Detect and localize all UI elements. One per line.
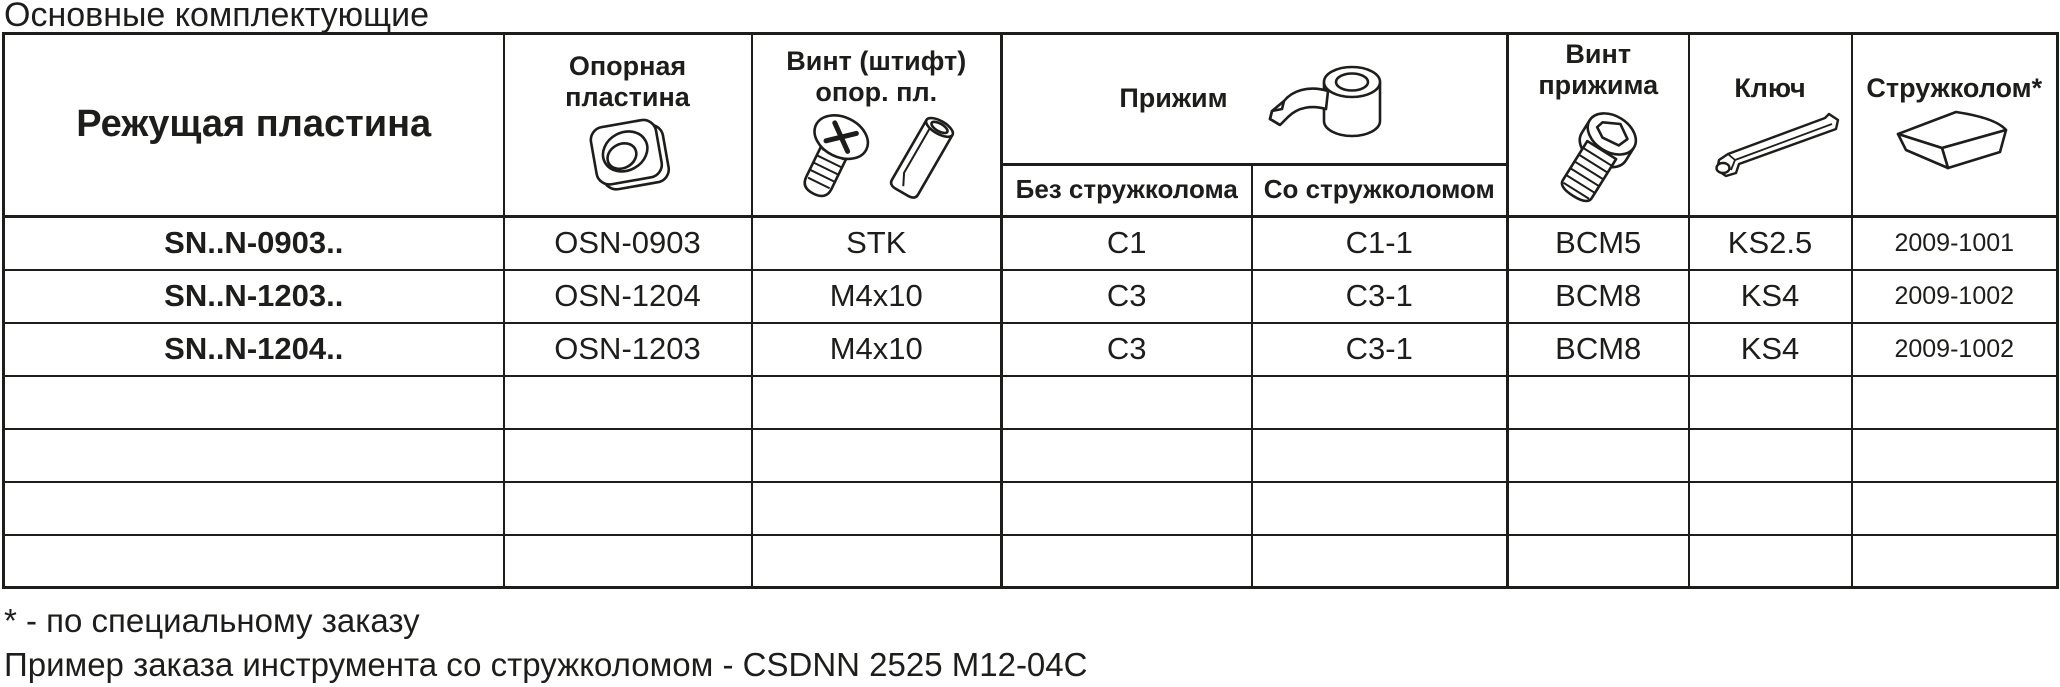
cell-chipbreaker: 2009-1001 <box>1850 215 2059 271</box>
cell-clamp-chipbreaker: C1-1 <box>1250 215 1509 271</box>
col-header-support-plate: Опорная пластина <box>502 32 753 219</box>
cell-support-screw: M4x10 <box>750 268 1003 324</box>
cell-key: KS4 <box>1687 268 1853 324</box>
footnote: * - по специальному заказу <box>4 602 420 640</box>
cell-support-plate: OSN-1203 <box>502 321 753 377</box>
table-row: SN..N-0903.. OSN-0903 STK C1 C1-1 BCM5 K… <box>2 215 2059 271</box>
table-row-empty <box>2 374 2059 430</box>
footer: * - по специальному заказу Пример заказа… <box>4 599 2060 687</box>
cell-support-screw <box>750 427 1003 483</box>
header-row-sub: Без стружколома Со стружколомом <box>4 163 2058 219</box>
support-plate-icon <box>576 113 680 199</box>
page-title: Основные комплектующие <box>4 0 430 34</box>
cell-clamp-chipbreaker: C3-1 <box>1250 321 1509 377</box>
cell-support-plate <box>502 374 753 430</box>
cell-key <box>1687 374 1853 430</box>
cell-clamp-plain: C1 <box>1000 215 1253 271</box>
cell-clamp-chipbreaker <box>1250 480 1509 536</box>
cell-chipbreaker <box>1850 533 2059 589</box>
cell-support-plate <box>502 480 753 536</box>
cell-cutting-insert: SN..N-1204.. <box>2 321 505 377</box>
cell-clamp-screw <box>1506 374 1690 430</box>
chipbreaker-icon <box>1878 104 2030 178</box>
col-header-support-plate-label: Опорная пластина <box>565 51 690 113</box>
cell-key <box>1687 427 1853 483</box>
cell-support-screw: STK <box>750 215 1003 271</box>
table-row: SN..N-1204.. OSN-1203 M4x10 C3 C3-1 BCM8… <box>2 321 2059 377</box>
table-row-empty <box>2 427 2059 483</box>
clamp-screw-icon <box>1548 101 1648 211</box>
cell-clamp-screw: BCM5 <box>1506 215 1690 271</box>
cell-chipbreaker <box>1850 480 2059 536</box>
cell-cutting-insert <box>2 427 505 483</box>
col-header-clamp-label: Прижим <box>1119 83 1228 114</box>
cell-support-screw: M4x10 <box>750 321 1003 377</box>
order-example: Пример заказа инструмента со стружколомо… <box>4 646 1088 684</box>
components-table: Режущая пластина Опорная пластина <box>2 32 2059 590</box>
cell-clamp-screw <box>1506 480 1690 536</box>
cell-clamp-plain <box>1000 374 1253 430</box>
cell-support-screw <box>750 533 1003 589</box>
cell-clamp-plain <box>1000 533 1253 589</box>
cell-cutting-insert <box>2 533 505 589</box>
cell-clamp-plain <box>1000 427 1253 483</box>
cell-clamp-chipbreaker <box>1250 533 1509 589</box>
col-header-support-screw-label: Винт (штифт) опор. пл. <box>786 46 967 108</box>
table-row-empty <box>2 480 2059 536</box>
table-row: SN..N-1203.. OSN-1204 M4x10 C3 C3-1 BCM8… <box>2 268 2059 324</box>
subcol-with-chipbreaker: Со стружколомом <box>1250 163 1509 219</box>
cell-key: KS4 <box>1687 321 1853 377</box>
cell-key <box>1687 533 1853 589</box>
header-row-main: Режущая пластина Опорная пластина <box>2 32 2059 219</box>
col-header-key: Ключ <box>1687 32 1853 219</box>
col-header-chipbreaker: Стружколом* <box>1850 32 2059 219</box>
cell-cutting-insert: SN..N-0903.. <box>2 215 505 271</box>
cell-cutting-insert <box>2 480 505 536</box>
subcol-without-chipbreaker: Без стружколома <box>1000 163 1253 219</box>
cell-clamp-screw: BCM8 <box>1506 268 1690 324</box>
cell-support-screw <box>750 480 1003 536</box>
cell-support-plate: OSN-0903 <box>502 215 753 271</box>
cell-clamp-chipbreaker: C3-1 <box>1250 268 1509 324</box>
col-header-clamp-screw-label: Винт прижима <box>1538 39 1659 101</box>
hex-key-icon <box>1695 104 1845 178</box>
cell-chipbreaker <box>1850 427 2059 483</box>
col-header-clamp-screw: Винт прижима <box>1506 32 1690 219</box>
cell-chipbreaker <box>1850 374 2059 430</box>
countersunk-screw-icon <box>791 108 873 204</box>
cell-support-plate <box>502 427 753 483</box>
cell-cutting-insert <box>2 374 505 430</box>
col-header-chipbreaker-label: Стружколом* <box>1866 72 2043 103</box>
support-screw-icons <box>791 108 961 204</box>
cell-chipbreaker: 2009-1002 <box>1850 268 2059 324</box>
col-header-cutting-insert: Режущая пластина <box>2 32 505 219</box>
cell-clamp-plain <box>1000 480 1253 536</box>
cell-support-plate <box>502 533 753 589</box>
cell-chipbreaker: 2009-1002 <box>1850 321 2059 377</box>
col-header-clamp: Прижим <box>1000 32 1509 166</box>
cell-support-screw <box>750 374 1003 430</box>
cell-key: KS2.5 <box>1687 215 1853 271</box>
col-header-key-label: Ключ <box>1734 72 1806 103</box>
dowel-pin-icon <box>885 108 961 204</box>
table-row-empty <box>2 533 2059 589</box>
cell-key <box>1687 480 1853 536</box>
clamp-icon <box>1258 51 1390 147</box>
cell-clamp-plain: C3 <box>1000 268 1253 324</box>
col-header-cutting-insert-label: Режущая пластина <box>76 103 432 146</box>
cell-clamp-plain: C3 <box>1000 321 1253 377</box>
cell-clamp-screw: BCM8 <box>1506 321 1690 377</box>
cell-clamp-chipbreaker <box>1250 374 1509 430</box>
cell-clamp-screw <box>1506 533 1690 589</box>
col-header-support-screw: Винт (штифт) опор. пл. <box>750 32 1003 219</box>
cell-clamp-screw <box>1506 427 1690 483</box>
cell-cutting-insert: SN..N-1203.. <box>2 268 505 324</box>
cell-support-plate: OSN-1204 <box>502 268 753 324</box>
cell-clamp-chipbreaker <box>1250 427 1509 483</box>
